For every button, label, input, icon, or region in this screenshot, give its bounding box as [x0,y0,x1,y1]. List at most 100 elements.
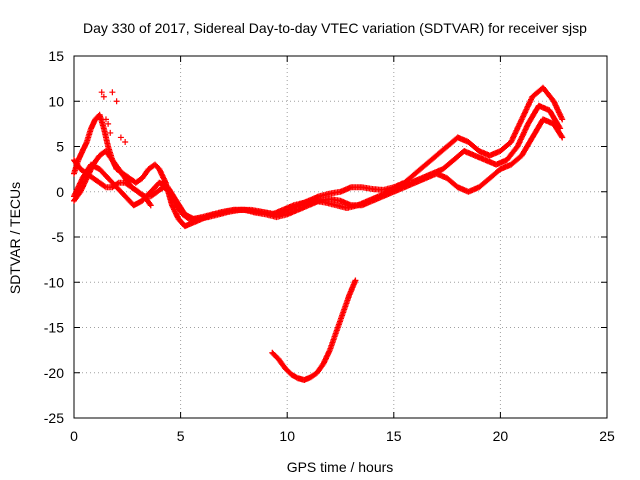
data-point-run [71,176,85,200]
data-point-run [412,162,428,177]
data-point-run [90,175,102,185]
data-point-run [439,158,456,173]
series-scatter-outliers [98,89,129,145]
data-point-run [529,117,546,141]
data-point-run [486,167,503,182]
y-tick-label: 15 [48,48,64,64]
data-point-run [508,153,524,168]
series-track-d [71,157,154,209]
y-tick-label: -10 [44,274,64,290]
data-point-run [518,135,535,159]
data-point-run [147,189,159,200]
data-point-run [550,120,565,140]
y-tick-label: 5 [56,139,64,155]
data-point-run [333,312,346,335]
data-point-run [122,179,134,190]
data-point-run [546,107,563,131]
data-point [352,277,359,284]
data-point-run [465,139,481,153]
data-point-run [109,157,121,171]
data-point [117,134,124,141]
data-point-run [320,348,333,367]
data-point-run [339,294,352,317]
data-point-run [169,202,181,221]
data-point [559,134,566,141]
data-point-run [525,104,541,127]
data-point-run [96,179,108,190]
data-point-run [326,330,339,354]
data-point-run [422,153,439,168]
data-point-run [337,184,353,195]
data-point-run [503,144,520,164]
y-tick-label: 0 [56,184,64,200]
y-tick-label: -5 [52,229,65,245]
data-point-run [77,176,90,195]
x-tick-label: 15 [386,428,402,444]
data-point [107,129,114,136]
data-point-run [514,122,531,150]
data-point-run [444,175,460,190]
data-point-run [476,176,492,191]
data-point-run [269,349,281,362]
data-point [122,138,129,145]
y-tick-label: -20 [44,365,64,381]
data-point-run [141,193,153,207]
data-point-run [164,184,179,203]
data-point-run [83,170,95,181]
data-point [113,98,120,105]
x-tick-label: 20 [493,428,509,444]
series-track-e [269,277,359,383]
data-point-run [275,356,288,370]
data-point-run [314,362,326,376]
x-tick-label: 5 [177,428,185,444]
data-point-run [326,189,342,197]
series-track-c [71,116,566,222]
data-point-run [135,188,147,199]
axis-ticks: 0 5 10 15 20 25 -25 -20 -15 -10 -5 0 5 10 15 [44,48,615,444]
y-axis-label: SDTVAR / TECUs [7,182,23,294]
data-point [102,116,109,123]
data-point-run [282,365,294,377]
data-point-run [358,184,374,192]
data-point-run [103,148,115,162]
data-point-run [497,140,513,154]
data-point-run [100,125,111,148]
data-point-run [139,167,151,182]
x-tick-label: 25 [599,428,615,444]
data-point [109,89,116,96]
data-point-run [288,371,300,381]
data-point-run [71,157,83,171]
data-point-run [433,144,449,159]
x-tick-label: 0 [70,428,78,444]
data-point-run [508,117,525,145]
series-track-a [71,84,566,230]
data-point [105,120,112,127]
x-axis-label: GPS time / hours [287,459,394,475]
data-point-run [115,166,128,180]
chart-title: Day 330 of 2017, Sidereal Day-to-day VTE… [83,20,587,36]
data-point-run [307,370,319,381]
data-point-run [540,84,556,103]
data-point-run [128,184,140,194]
data-point-run [156,166,168,185]
y-tick-label: 10 [48,93,64,109]
y-tick-label: -25 [44,410,64,426]
data-point [100,93,107,100]
data-point-run [77,166,89,176]
data-point-run [518,95,535,123]
data-point-run [132,176,144,186]
data-point [147,202,154,209]
data-point-run [109,180,121,191]
data-point-run [173,197,188,217]
data-point-run [346,278,358,299]
x-tick-label: 10 [279,428,295,444]
y-tick-label: -15 [44,320,64,336]
data-point-run [96,166,110,180]
data-point-run [550,98,565,121]
data-point-run [152,161,162,171]
data-point [98,89,105,96]
data-marks [71,84,566,383]
data-point [559,116,566,123]
data-point-run [96,111,107,130]
